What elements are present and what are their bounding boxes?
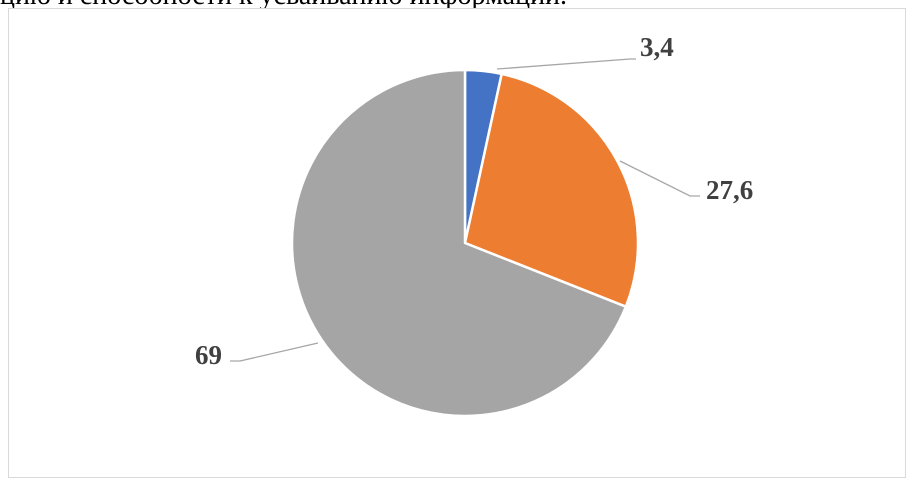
- pie-slices: [290, 68, 640, 418]
- data-label-3: 69: [195, 340, 222, 370]
- pie-slice-3: [290, 68, 628, 418]
- page-header-text: цию и способности к усваиванию информаци…: [0, 0, 567, 14]
- data-label-2: 27,6: [706, 175, 753, 205]
- leader-line-2: [619, 160, 700, 197]
- data-label-1: 3,4: [640, 32, 674, 62]
- leader-lines: [230, 58, 700, 362]
- data-labels: 3,4 27,6 69: [195, 32, 753, 370]
- leader-line-3: [230, 342, 319, 362]
- leader-line-1: [496, 58, 636, 70]
- pie-slice-2: [463, 72, 640, 308]
